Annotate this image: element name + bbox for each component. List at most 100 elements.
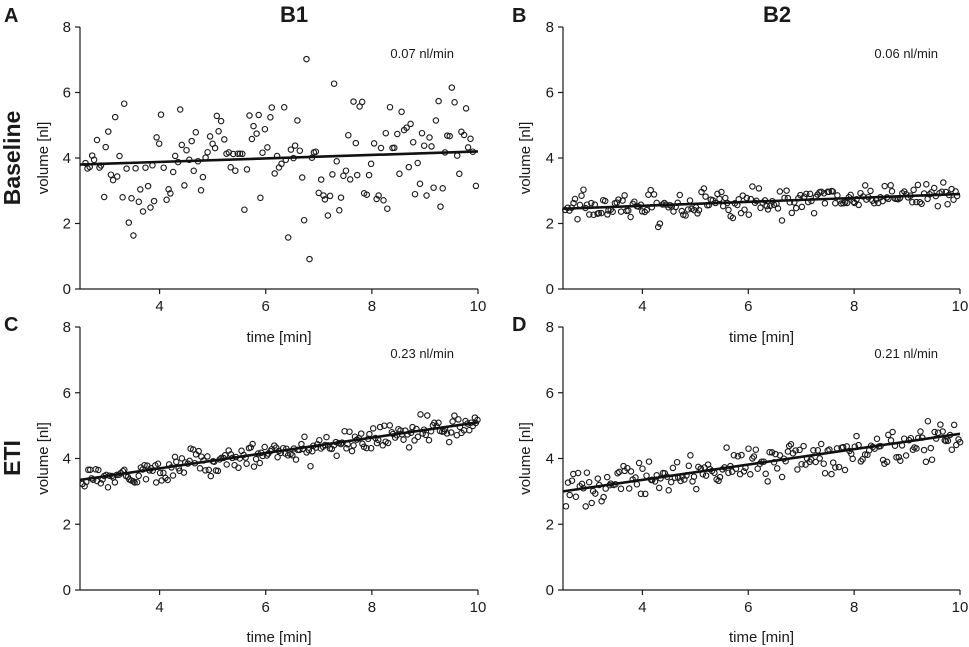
data-point	[615, 468, 623, 476]
data-point	[586, 211, 593, 218]
data-point	[386, 422, 394, 429]
data-point	[196, 465, 204, 472]
data-point	[155, 140, 163, 147]
data-point	[778, 473, 786, 481]
data-point	[340, 172, 347, 180]
data-point	[897, 457, 904, 464]
data-point	[337, 194, 345, 201]
y-tick-label: 8	[63, 19, 71, 36]
data-point	[867, 187, 874, 195]
x-axis-label: time [min]	[729, 629, 794, 646]
data-point	[873, 435, 881, 443]
data-point	[578, 192, 585, 199]
data-point	[934, 202, 942, 210]
data-point	[423, 192, 430, 199]
data-point	[432, 117, 440, 124]
data-point	[939, 428, 946, 435]
data-point	[861, 182, 869, 189]
data-point	[306, 255, 313, 263]
data-point	[435, 97, 442, 105]
data-point	[725, 469, 732, 477]
data-point	[437, 203, 444, 210]
x-tick-label: 8	[368, 298, 376, 315]
data-point	[837, 200, 845, 207]
data-point	[944, 200, 951, 208]
data-point	[171, 152, 179, 160]
data-point	[766, 448, 773, 456]
data-point	[615, 196, 622, 203]
panel-letter: A	[4, 5, 18, 27]
data-point	[132, 165, 139, 172]
data-point	[588, 199, 595, 207]
data-point	[917, 428, 924, 435]
data-point	[723, 444, 730, 451]
data-point	[144, 182, 152, 190]
data-point	[821, 469, 829, 477]
data-point	[702, 472, 710, 479]
data-point	[752, 446, 760, 453]
data-point	[580, 186, 587, 193]
data-point	[687, 452, 694, 459]
data-point	[817, 440, 825, 448]
y-tick-label: 2	[63, 516, 71, 533]
data-point	[407, 120, 414, 128]
data-point	[682, 212, 689, 219]
data-point	[131, 479, 138, 486]
x-tick-label: 10	[952, 599, 969, 616]
y-tick-label: 8	[546, 19, 554, 36]
data-point	[645, 458, 653, 465]
data-point	[455, 416, 462, 423]
data-point	[715, 477, 722, 485]
y-axis-label: volume [nl]	[517, 122, 534, 195]
slope-annotation: 0.06 nl/min	[874, 46, 938, 61]
data-point	[249, 440, 256, 448]
data-point	[937, 421, 944, 428]
data-point	[861, 451, 869, 458]
data-point	[734, 453, 742, 460]
data-point	[217, 117, 225, 125]
data-point	[316, 436, 323, 444]
data-point	[367, 444, 375, 452]
data-point	[909, 198, 916, 206]
data-point	[232, 167, 239, 174]
data-point	[913, 445, 920, 452]
data-point	[738, 451, 745, 459]
x-tick-label: 4	[638, 599, 646, 616]
data-point	[167, 190, 174, 197]
data-point	[205, 466, 213, 474]
data-point	[757, 204, 764, 212]
data-point	[109, 176, 117, 184]
data-point	[773, 465, 781, 472]
data-point	[252, 455, 260, 463]
data-point	[257, 194, 264, 202]
data-point	[130, 232, 137, 239]
data-point	[121, 466, 128, 474]
regression-line	[79, 421, 479, 482]
data-point	[215, 128, 222, 135]
data-point	[570, 199, 577, 207]
data-point	[333, 452, 340, 460]
data-point	[125, 219, 133, 226]
data-point	[261, 125, 269, 133]
data-point	[95, 466, 102, 474]
y-tick-label: 6	[546, 385, 554, 402]
data-point	[637, 490, 645, 498]
data-point	[887, 182, 894, 189]
data-point	[414, 433, 422, 441]
data-point	[764, 478, 771, 485]
data-point	[647, 186, 654, 194]
data-point	[190, 167, 197, 175]
data-point	[462, 105, 470, 112]
data-point	[716, 473, 724, 481]
data-point	[321, 196, 329, 203]
data-point	[180, 469, 188, 476]
data-point	[889, 428, 896, 436]
x-tick-label: 4	[638, 298, 646, 315]
data-point	[627, 468, 635, 475]
data-point	[950, 421, 958, 429]
data-point	[267, 114, 274, 121]
data-point	[716, 195, 723, 203]
data-point	[924, 417, 932, 425]
data-point	[859, 456, 866, 463]
data-point	[411, 437, 418, 444]
